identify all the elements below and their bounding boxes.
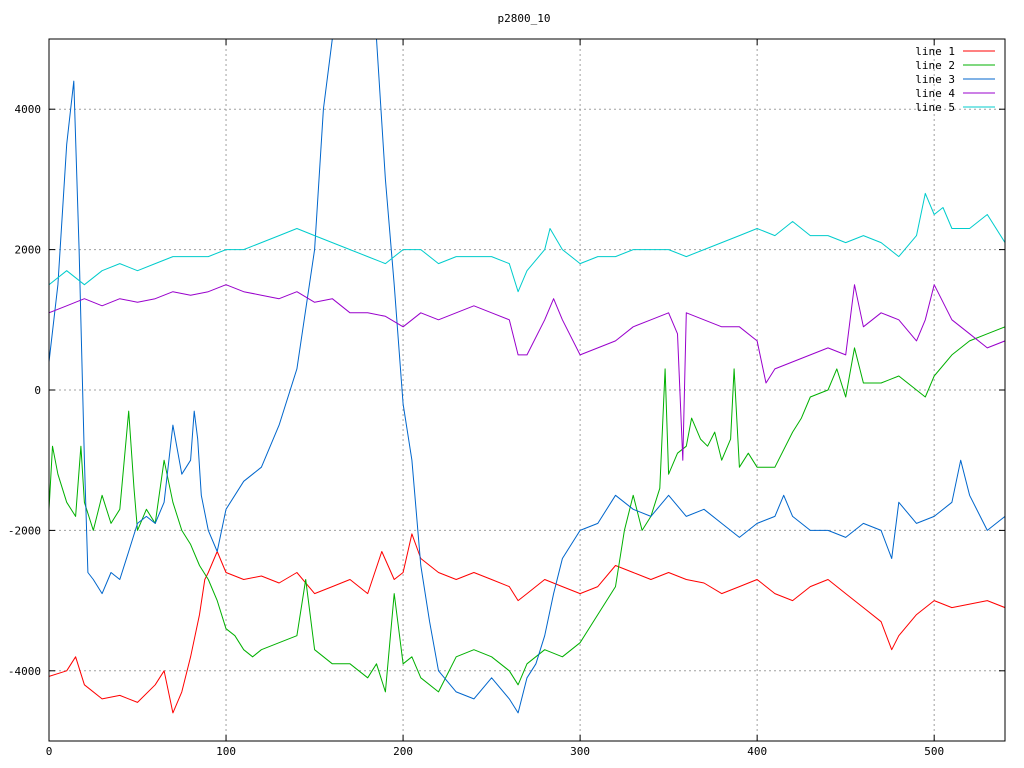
y-tick-label: 2000 — [15, 244, 42, 257]
series-line-4 — [49, 284, 1005, 461]
x-tick-label: 500 — [924, 745, 944, 758]
legend-label: line 1 — [915, 45, 955, 58]
plot-frame — [48, 38, 1006, 742]
series-line-2 — [49, 326, 1005, 693]
x-tick-label: 400 — [747, 745, 767, 758]
x-tick-label: 300 — [570, 745, 590, 758]
legend-label: line 5 — [915, 101, 955, 114]
chart-title: p2800_10 — [498, 12, 551, 25]
legend-label: line 3 — [915, 73, 955, 86]
legend-label: line 4 — [915, 87, 955, 100]
series-line-1 — [49, 533, 1005, 714]
series-line-5 — [49, 192, 1005, 293]
plot-area — [49, 39, 1005, 714]
x-tick-label: 100 — [216, 745, 236, 758]
y-tick-label: 0 — [34, 384, 41, 397]
legend-label: line 2 — [915, 59, 955, 72]
y-tick-label: -4000 — [8, 665, 41, 678]
axis-ticks: 0 100 200 300 400 500 -4000 -2000 0 2000 4000 — [8, 39, 1005, 758]
x-tick-label: 0 — [46, 745, 53, 758]
grid-lines — [49, 39, 1005, 741]
x-tick-label: 200 — [393, 745, 413, 758]
y-tick-label: -2000 — [8, 524, 41, 537]
series-line-3 — [49, 39, 1005, 714]
y-tick-label: 4000 — [15, 103, 42, 116]
